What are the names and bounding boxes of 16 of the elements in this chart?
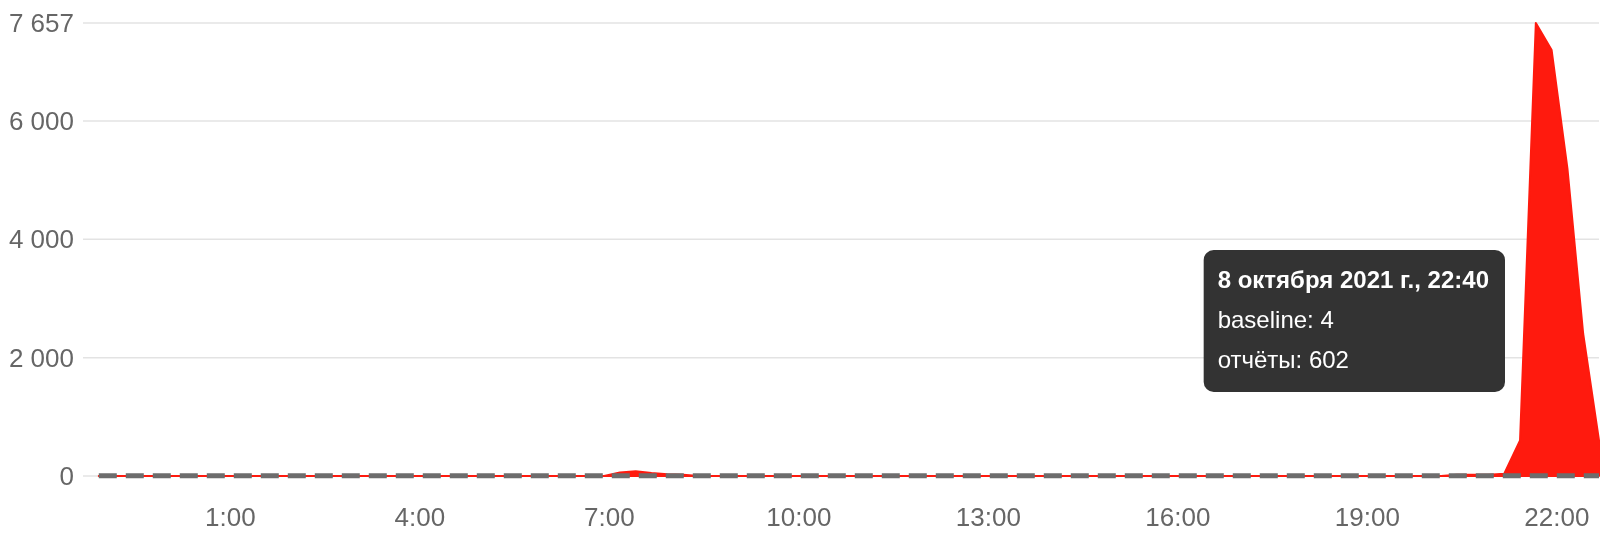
- x-tick-label: 1:00: [205, 502, 256, 532]
- x-tick-label: 7:00: [584, 502, 635, 532]
- annotation: baseline: 4: [1217, 306, 1334, 333]
- y-tick-label: 0: [59, 461, 74, 491]
- y-tick-label: 4 000: [8, 224, 74, 255]
- annotation: отчёты: 602: [1217, 346, 1349, 373]
- y-tick-label: 7 657: [8, 8, 74, 38]
- x-tick-label: 22:00: [1524, 502, 1590, 532]
- x-tick-label: 19:00: [1334, 502, 1400, 532]
- y-tick-label: 2 000: [8, 342, 74, 373]
- x-tick-label: 10:00: [766, 502, 832, 532]
- annotation: 8 октября 2021 г., 22:40: [1217, 266, 1489, 293]
- x-tick-label: 16:00: [1145, 502, 1211, 532]
- y-tick-label: 6 000: [8, 106, 74, 137]
- x-tick-label: 13:00: [955, 502, 1021, 532]
- x-tick-label: 4:00: [394, 502, 446, 532]
